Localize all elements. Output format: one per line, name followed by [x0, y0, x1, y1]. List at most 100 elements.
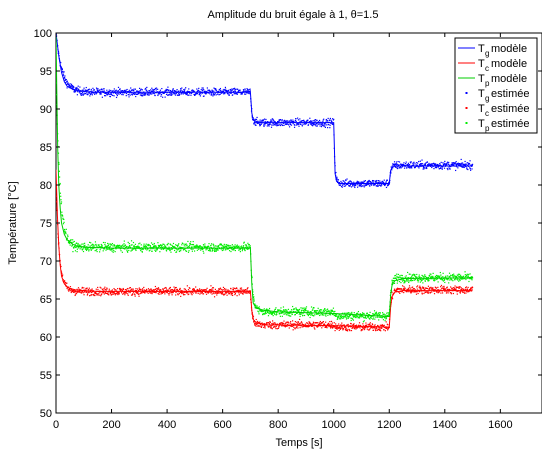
data-point [228, 246, 230, 249]
data-point [429, 287, 431, 289]
data-point [192, 292, 194, 294]
data-point [234, 90, 236, 92]
data-point [452, 292, 455, 295]
data-point [225, 248, 227, 250]
data-point [395, 163, 397, 166]
data-point [192, 240, 194, 243]
data-point [168, 292, 170, 295]
data-point [341, 315, 343, 317]
data-point [349, 185, 351, 187]
data-point [331, 322, 333, 324]
data-point [377, 329, 380, 331]
data-point [138, 87, 141, 89]
data-point [193, 250, 196, 252]
data-point [339, 328, 341, 330]
data-point [131, 294, 133, 296]
data-point [324, 326, 326, 328]
data-point [379, 181, 381, 184]
data-point [471, 286, 474, 289]
data-point [278, 326, 280, 328]
data-point [464, 288, 466, 291]
data-point [81, 291, 83, 293]
data-point [146, 94, 148, 96]
data-point [62, 223, 65, 225]
data-point [77, 242, 79, 245]
data-point [233, 246, 236, 249]
legend-label-subscript: c [485, 109, 489, 118]
data-point [338, 318, 340, 320]
data-point [347, 330, 349, 332]
data-point [313, 310, 316, 313]
data-point [232, 248, 235, 250]
data-point [64, 281, 67, 284]
data-point [123, 243, 125, 245]
data-point [172, 291, 174, 294]
data-point [345, 316, 347, 318]
data-point [403, 291, 405, 294]
data-point [291, 313, 293, 315]
data-point [138, 293, 140, 296]
data-point [396, 163, 398, 165]
data-point [240, 248, 242, 250]
data-point [429, 275, 431, 277]
data-point [242, 289, 245, 291]
data-point [188, 293, 190, 295]
data-point [208, 92, 210, 94]
data-point [142, 288, 144, 290]
data-point [136, 292, 138, 294]
data-point [275, 323, 277, 325]
data-point [336, 315, 338, 317]
data-point [244, 249, 246, 252]
legend-box [454, 37, 538, 134]
data-point [313, 122, 315, 125]
data-point [57, 152, 60, 154]
data-point [383, 329, 385, 331]
data-point [205, 288, 207, 291]
data-point [399, 274, 401, 277]
data-point [135, 245, 138, 248]
data-point [437, 289, 440, 291]
data-point [132, 289, 134, 291]
data-point [421, 286, 424, 288]
data-point [110, 94, 113, 96]
data-point [152, 88, 154, 91]
data-point [321, 322, 323, 324]
data-point [185, 250, 187, 252]
data-point [78, 91, 80, 93]
data-point [160, 94, 163, 96]
data-point [315, 125, 317, 127]
data-point [139, 289, 142, 291]
data-point [469, 278, 471, 280]
data-point [408, 288, 410, 291]
data-point [92, 247, 94, 250]
series-line-tc-modèle [56, 169, 473, 328]
data-point [326, 327, 328, 329]
data-point [183, 249, 185, 251]
data-point [133, 93, 135, 96]
data-point [391, 281, 393, 283]
data-point [65, 81, 67, 84]
data-point [410, 162, 412, 164]
data-point [242, 293, 244, 295]
data-point [360, 181, 362, 183]
data-point [201, 291, 203, 294]
data-point [98, 294, 100, 296]
data-point [120, 292, 123, 294]
data-point [362, 315, 364, 318]
data-point [445, 164, 447, 166]
data-point [253, 118, 255, 120]
data-point [122, 287, 124, 290]
data-point [301, 120, 303, 122]
data-point [267, 322, 269, 324]
data-point [347, 326, 350, 328]
data-point [441, 287, 443, 289]
data-point [391, 169, 393, 171]
data-point [351, 183, 353, 185]
data-point [116, 246, 118, 248]
data-point [301, 125, 303, 127]
data-point [292, 323, 294, 325]
data-point [424, 163, 426, 165]
data-point [80, 247, 82, 249]
data-point [435, 167, 438, 169]
data-point [463, 292, 466, 294]
